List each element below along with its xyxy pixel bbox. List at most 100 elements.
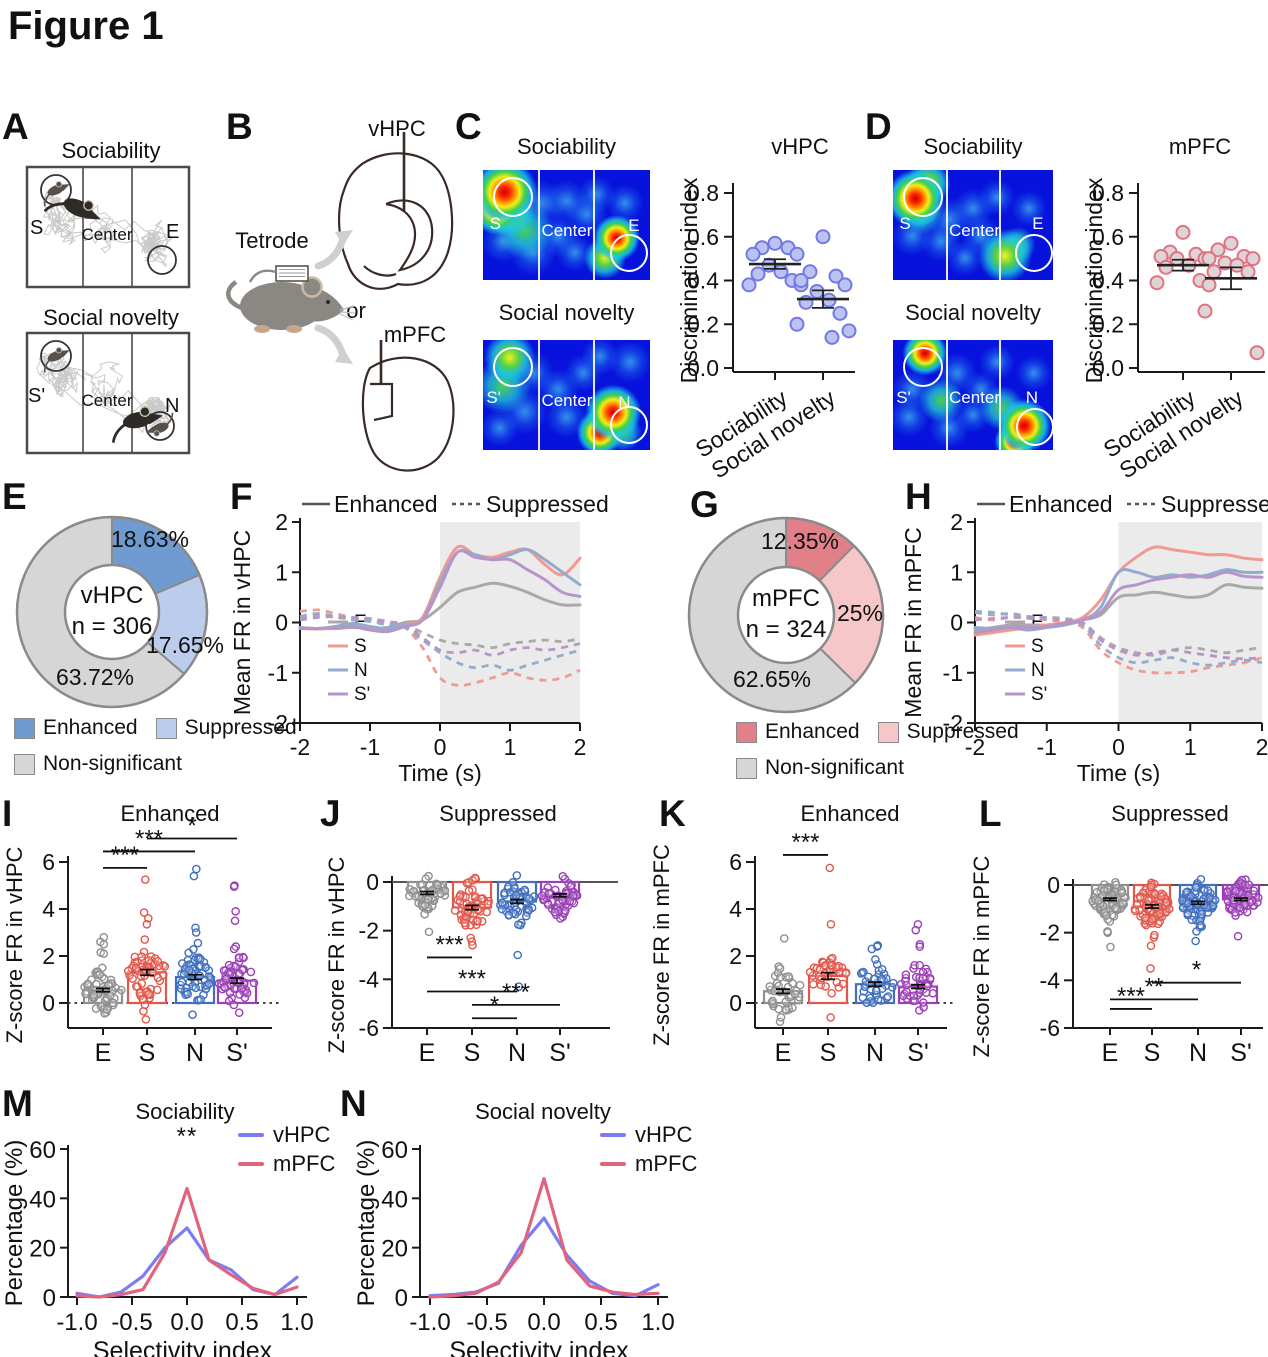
y-axis-label: Z-score FR in vHPC (324, 856, 349, 1053)
panel-letter-h: H (905, 476, 932, 517)
svg-text:0.5: 0.5 (225, 1309, 258, 1336)
chart-zscore-enhanced-mpfc: 0 2 4 6 E S N S' Z-score FR in mPFC *** (649, 829, 955, 1067)
svg-text:-6: -6 (359, 1015, 379, 1041)
donut-legend-row2: Non-significant (736, 756, 904, 780)
svg-text:4: 4 (42, 896, 55, 922)
legend-vhpc: vHPC (238, 1121, 335, 1148)
svg-text:0: 0 (1112, 734, 1125, 760)
hist-legend: vHPC mPFC (238, 1121, 335, 1179)
series-lines (298, 544, 582, 687)
panel-a: A Sociability S Center E Social novelty (0, 100, 222, 472)
pct-suppressed: 17.65% (145, 632, 224, 658)
heatmap-label-center: Center (949, 220, 1001, 240)
svg-text:0.4: 0.4 (1092, 268, 1124, 294)
panel-k-title: Enhanced (800, 801, 900, 826)
enhanced-swatch-icon (736, 721, 757, 743)
heatmap-label-e: E (628, 216, 640, 236)
cup-circle (609, 406, 648, 444)
chart-mean-fr-vhpc: 2 1 0 -1 -2-2 -1 0 1 2 Time (s) Mean FR in vHPC Enh… (229, 491, 609, 786)
suppressed-swatch-icon (877, 721, 899, 743)
chart-zscore-suppressed-mpfc: 0-2-4-6E S N S'Z-score FR in mPFC ****** (969, 856, 1268, 1067)
panel-letter-n: N (340, 1083, 367, 1124)
panel-i: I Enhanced 0 2 4 6 E S N S' Z-score FR in vHPC **… (0, 795, 312, 1087)
svg-text:0.0: 0.0 (1092, 355, 1124, 381)
pct-suppressed: 25% (836, 600, 884, 626)
svg-text:***: *** (111, 842, 139, 869)
svg-text:E: E (775, 1039, 792, 1067)
cup-circle (1014, 233, 1053, 272)
data-points (1149, 224, 1265, 361)
svg-text:Time (s): Time (s) (1077, 760, 1160, 786)
vhpc-brain-outline (337, 132, 454, 290)
suppressed-line-N (974, 610, 1263, 667)
svg-text:S: S (354, 636, 367, 657)
panel-m: M Sociability vHPC mPFC ** 0 20 40 60 -1.0 -0… (0, 1085, 336, 1357)
arena-sociability: S Center E (25, 165, 191, 289)
heatmap-divider (998, 170, 1001, 280)
heatmap-label-center: Center (949, 388, 1001, 408)
legend-label: mPFC (635, 1151, 698, 1176)
suppressed-line-S (974, 616, 1263, 675)
svg-text:Z-score FR in mPFC: Z-score FR in mPFC (649, 844, 674, 1046)
legend-enhanced: Enhanced (14, 716, 138, 740)
donut-center-text: mPFC n = 324 (726, 583, 846, 645)
svg-text:*: * (187, 813, 196, 840)
donut-mpfc (687, 516, 885, 714)
svg-text:Suppressed: Suppressed (1161, 491, 1268, 517)
svg-text:0.6: 0.6 (1092, 224, 1124, 250)
svg-text:-2: -2 (965, 734, 985, 760)
donut-region: mPFC (752, 585, 820, 612)
panel-h: H 2 1 0 -1 -2 -2 -1 0 1 2 Time (s) Mean FR in mPFC E… (893, 472, 1268, 790)
error-bars (96, 968, 244, 993)
nonsig-swatch-icon (14, 753, 35, 775)
svg-text:0.0: 0.0 (687, 355, 719, 381)
legend-nonsignificant: Non-significant (14, 752, 182, 776)
series-lines (75, 1186, 299, 1299)
svg-text:-2: -2 (290, 734, 310, 760)
cup-e (147, 245, 177, 275)
axes: 0 2 4 6 E S N S' (729, 849, 947, 1067)
svg-text:0: 0 (395, 1285, 408, 1312)
heatmap-divider (945, 170, 948, 280)
svg-text:0.5: 0.5 (584, 1309, 617, 1336)
significance: *** (783, 829, 828, 856)
svg-text:S': S' (354, 684, 370, 705)
arena-border (25, 331, 191, 455)
arena-label-n: N (165, 395, 179, 417)
axes: 0 -2 -4 -6 E S N S' (1040, 872, 1263, 1067)
svg-text:E: E (1102, 1039, 1119, 1067)
swarm-points (80, 864, 259, 1024)
donut-legend-row1: Enhanced Suppressed (14, 716, 297, 740)
svg-text:0.6: 0.6 (687, 224, 719, 250)
svg-text:Mean FR in vHPC: Mean FR in vHPC (229, 530, 255, 715)
svg-text:0: 0 (275, 610, 288, 636)
y-axis-label: Mean FR in mPFC (900, 527, 926, 717)
cup-circle (902, 176, 943, 217)
svg-text:Suppressed: Suppressed (486, 491, 609, 517)
heatmap-label-e: E (1032, 214, 1044, 233)
enhanced-line-E (973, 583, 1264, 632)
svg-text:40: 40 (29, 1186, 56, 1213)
svg-text:S': S' (1031, 684, 1047, 705)
legend-label: mPFC (273, 1151, 336, 1176)
svg-text:0.2: 0.2 (1092, 311, 1124, 337)
svg-text:-1: -1 (1037, 734, 1057, 760)
mean-sem (1157, 258, 1257, 291)
mpfc-line-icon (600, 1161, 626, 1166)
svg-text:Percentage (%): Percentage (%) (1, 1140, 28, 1307)
panel-n: N Social novelty vHPC mPFC 0 20 40 60 -1.0 -0… (338, 1083, 697, 1357)
y-axis-label: Z-score FR in mPFC (649, 844, 674, 1046)
pct-enhanced: 18.63% (110, 526, 189, 552)
heatmap-label-center: Center (541, 220, 593, 240)
axes: 0.0 0.2 0.4 0.6 0.8 (1092, 180, 1265, 381)
pct-nonsig: 62.65% (732, 666, 811, 692)
nonsig-swatch-icon (736, 757, 757, 779)
enhanced-line-S2 (973, 570, 1264, 635)
svg-text:0.4: 0.4 (687, 268, 719, 294)
donut-n: n = 324 (745, 616, 827, 643)
svg-text:-1: -1 (268, 660, 288, 686)
svg-text:S: S (820, 1039, 837, 1067)
panel-letter-i: I (2, 793, 13, 834)
donut-legend-row2: Non-significant (14, 752, 182, 776)
